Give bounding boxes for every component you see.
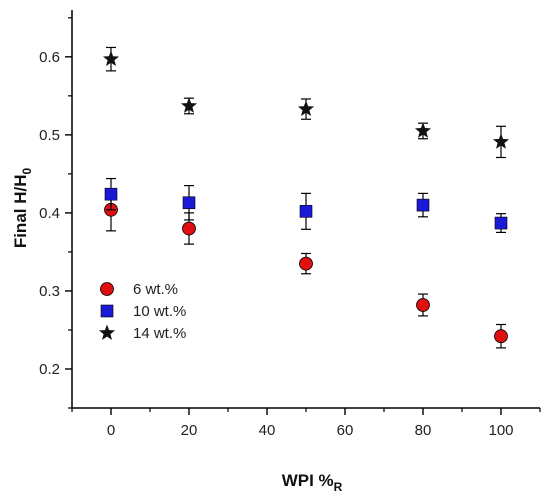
x-tick-label: 40 [259,422,276,439]
data-point [182,196,196,210]
legend-marker [100,282,114,296]
legend-marker [100,304,114,318]
y-tick-label: 0.3 [39,283,60,300]
y-axis-title: Final H/H0 [11,168,34,249]
series-layer [102,46,510,349]
series-2 [102,46,510,159]
data-point [414,122,432,138]
data-point [416,198,430,212]
ticks: 0 20 40 60 80 100 0.2 0.3 0.4 0.5 0.6 [39,17,541,439]
data-point [104,187,118,201]
legend-label: 6 wt.% [133,281,178,298]
x-axis-title: WPI %R [282,471,343,494]
data-point [492,133,510,149]
data-point [416,298,430,312]
data-point [299,205,313,218]
x-tick-label: 100 [488,422,513,439]
data-point [180,97,198,113]
data-point [494,329,508,344]
legend-marker [98,324,116,340]
x-tick-label: 60 [337,422,354,439]
legend-label: 10 wt.% [133,303,186,320]
data-point [297,100,315,116]
y-tick-label: 0.4 [39,205,60,222]
data-point [299,256,313,271]
data-point [182,221,196,236]
series-1 [104,177,508,234]
x-tick-label: 20 [181,422,198,439]
x-tick-label: 80 [415,422,432,439]
y-tick-label: 0.2 [39,361,60,378]
y-tick-label: 0.6 [39,49,60,66]
x-tick-label: 0 [107,422,115,439]
data-point [102,50,120,67]
y-tick-label: 0.5 [39,127,60,144]
data-point [494,216,508,230]
legend-label: 14 wt.% [133,325,186,342]
legend: 6 wt.% 10 wt.% 14 wt.% [98,281,186,342]
